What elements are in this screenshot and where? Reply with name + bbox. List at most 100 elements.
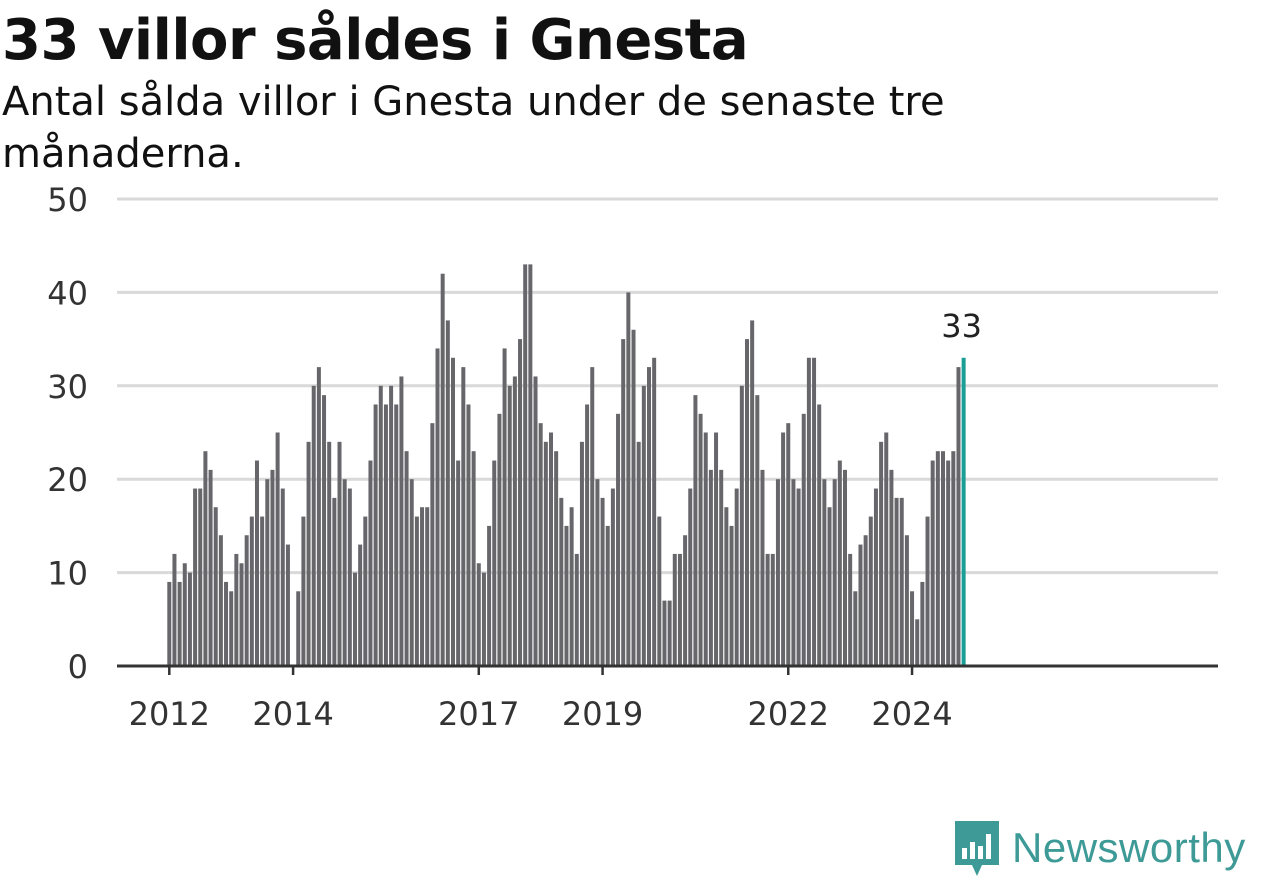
bar [523, 264, 528, 666]
bar [579, 441, 584, 666]
bar [316, 367, 321, 666]
bar [641, 385, 646, 666]
bar [910, 591, 915, 666]
bar [734, 488, 739, 666]
bar [842, 469, 847, 666]
y-tick-label: 40 [47, 274, 88, 312]
bar [837, 460, 842, 666]
bar [925, 516, 930, 666]
bar [213, 507, 218, 666]
bar [265, 479, 270, 666]
bar-chart: 0 10 20 30 40 50 2012 2014 2017 2019 2022 2024 33 [47, 181, 1218, 733]
bar [229, 591, 234, 666]
bars [167, 264, 966, 666]
bar [260, 516, 265, 666]
bar [585, 404, 590, 666]
bar [285, 544, 290, 666]
bar [574, 553, 579, 666]
bar [899, 497, 904, 666]
bar [425, 507, 430, 666]
bar [198, 488, 203, 666]
y-axis-ticks: 0 10 20 30 40 50 [47, 181, 88, 686]
bar [708, 469, 713, 666]
bar [296, 591, 301, 666]
bar [791, 479, 796, 666]
bar [538, 423, 543, 666]
bar [383, 404, 388, 666]
bar [858, 544, 863, 666]
y-tick-label: 50 [47, 181, 88, 219]
x-tick-label: 2024 [871, 695, 952, 733]
bar [471, 451, 476, 666]
y-tick-label: 20 [47, 461, 88, 499]
bar [193, 488, 198, 666]
bar [894, 497, 899, 666]
bar [322, 395, 327, 666]
bar [327, 441, 332, 666]
bar [337, 441, 342, 666]
bar [765, 553, 770, 666]
bar [435, 348, 440, 666]
bar [941, 451, 945, 666]
bar [698, 413, 703, 666]
bar [301, 516, 306, 666]
bar [755, 395, 760, 666]
bar [935, 451, 940, 666]
bar [889, 469, 894, 666]
bar [744, 339, 749, 666]
bar [636, 441, 641, 666]
x-tick-label: 2014 [252, 695, 333, 733]
chart-subtitle: Antal sålda villor i Gnesta under de sen… [2, 79, 945, 177]
bar [662, 600, 667, 666]
data-labels: 33 [941, 307, 982, 345]
bar [631, 329, 636, 666]
bar [559, 497, 564, 666]
bar [672, 553, 677, 666]
bar [218, 535, 223, 666]
bar [750, 320, 755, 666]
bar [203, 451, 208, 666]
bar [306, 441, 311, 666]
bar [507, 385, 512, 666]
bar [404, 451, 409, 666]
bar [234, 553, 239, 666]
bar [409, 479, 414, 666]
bar [461, 367, 466, 666]
y-tick-label: 0 [68, 648, 88, 686]
bar [863, 535, 868, 666]
newsworthy-logo: Newsworthy [952, 818, 1246, 878]
bar [775, 479, 780, 666]
bar [770, 553, 775, 666]
bar [208, 469, 213, 666]
bar [497, 413, 502, 666]
bar [368, 460, 373, 666]
bar [172, 553, 177, 666]
bar [812, 357, 817, 666]
bar [667, 600, 672, 666]
bar-highlight [961, 357, 966, 666]
bar [440, 273, 445, 666]
bar [693, 395, 698, 666]
bar [254, 460, 259, 666]
bar [595, 479, 600, 666]
bar [450, 357, 455, 666]
bar [569, 507, 574, 666]
x-tick-label: 2017 [438, 695, 519, 733]
bar [739, 385, 744, 666]
x-axis: 2012 2014 2017 2019 2022 2024 [117, 664, 1218, 733]
bar [832, 479, 837, 666]
bar [476, 563, 481, 666]
bar [946, 460, 951, 666]
bar [224, 581, 229, 666]
bar [554, 451, 559, 666]
brand-name: Newsworthy [1012, 824, 1246, 871]
bar [177, 581, 182, 666]
bar [182, 563, 187, 666]
x-tick-label: 2019 [562, 695, 643, 733]
bar [920, 581, 925, 666]
bar [342, 479, 347, 666]
bar [548, 432, 553, 666]
bar [621, 339, 626, 666]
x-tick-label: 2022 [748, 695, 829, 733]
bar [848, 553, 853, 666]
